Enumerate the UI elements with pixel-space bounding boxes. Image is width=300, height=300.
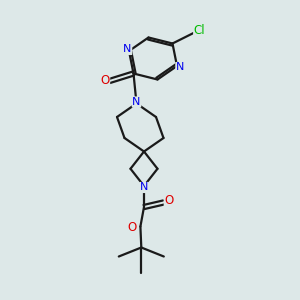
- Text: O: O: [100, 74, 109, 88]
- Text: O: O: [164, 194, 173, 208]
- Text: O: O: [128, 220, 136, 234]
- Text: N: N: [132, 97, 141, 107]
- Text: N: N: [123, 44, 132, 55]
- Text: N: N: [140, 182, 148, 193]
- Text: Cl: Cl: [194, 24, 205, 37]
- Text: N: N: [176, 62, 184, 73]
